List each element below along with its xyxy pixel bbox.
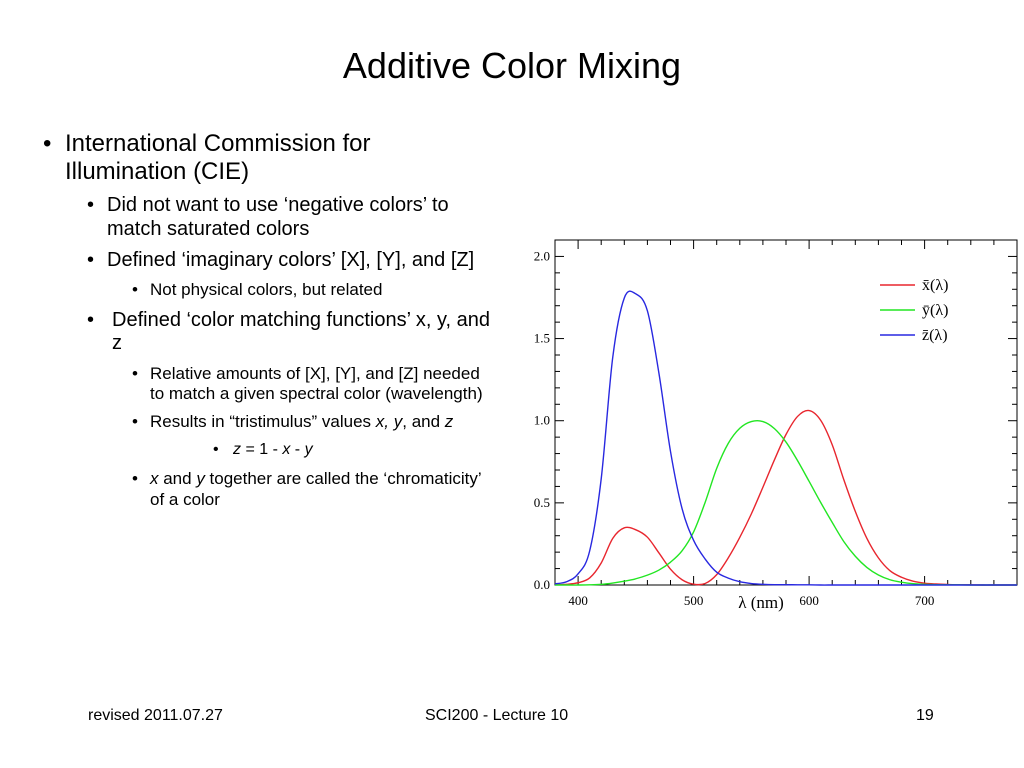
var-z: z [233, 440, 241, 458]
tick-labels: 400 500 600 700 0.0 0.5 1.0 1.5 2.0 [534, 248, 935, 608]
legend-label-x-bar: x̄(λ) [922, 277, 948, 294]
x-tick-label: 700 [915, 593, 935, 608]
bullet-text: and [158, 469, 197, 489]
bullet-marker: • [132, 363, 138, 383]
bullet-cie: • International Commission for Illuminat… [40, 130, 490, 186]
bullet-text: Did not want to use ‘negative colors’ to… [107, 194, 449, 240]
y-tick-label: 2.0 [534, 248, 550, 263]
var-x: x [282, 440, 291, 458]
bullet-marker: • [43, 130, 52, 157]
bullet-marker: • [132, 412, 138, 432]
var-x: x [150, 469, 159, 489]
bullet-chromaticity: • x and y together are called the ‘chrom… [40, 469, 490, 510]
legend-label-z-bar: z̄(λ) [922, 327, 948, 344]
bullet-equation: • z = 1 - x - y [40, 441, 490, 460]
bullet-marker: • [213, 440, 219, 458]
bullet-text: together are called the ‘chromaticity’ o… [150, 469, 482, 509]
bullet-marker: • [87, 248, 95, 271]
x-tick-label: 400 [568, 593, 588, 608]
bullet-text: International Commission for Illuminatio… [65, 130, 371, 186]
var-y: y [304, 440, 313, 458]
y-tick-label: 1.0 [534, 413, 550, 428]
equation-text: - [290, 440, 305, 458]
var-z: z [444, 412, 454, 432]
bullet-text: Defined ‘imaginary colors’ [X], [Y], and… [107, 248, 475, 271]
bullet-text: Not physical colors, but related [150, 280, 383, 300]
x-axis-label: λ (nm) [738, 593, 784, 612]
y-tick-label: 0.0 [534, 577, 550, 592]
bullet-text: , and [402, 412, 445, 432]
var-y: y [393, 412, 403, 432]
footer-course: SCI200 - Lecture 10 [425, 707, 569, 724]
bullet-marker: • [132, 469, 138, 489]
x-tick-label: 500 [684, 593, 704, 608]
bullet-negative-colors: • Did not want to use ‘negative colors’ … [40, 194, 490, 241]
slide-title: Additive Color Mixing [342, 45, 682, 86]
series-line-z-bar [554, 290, 1017, 586]
bullet-imaginary-colors: • Defined ‘imaginary colors’ [X], [Y], a… [40, 249, 490, 272]
var-y: y [196, 469, 205, 489]
bullet-marker: • [87, 194, 95, 217]
x-tick-label: 600 [799, 593, 819, 608]
bullet-relative-amounts: • Relative amounts of [X], [Y], and [Z] … [40, 364, 490, 405]
var-x: x, [375, 412, 390, 432]
bullet-list: • International Commission for Illuminat… [40, 130, 490, 518]
bullet-marker: • [132, 280, 138, 300]
bullet-matching-functions: • Defined ‘color matching functions’ x, … [40, 309, 490, 356]
y-tick-label: 0.5 [534, 495, 550, 510]
bullet-tristimulus: • Results in “tristimulus” values x, y, … [40, 412, 490, 432]
footer-page-number: 19 [916, 707, 934, 724]
y-tick-label: 1.5 [534, 331, 550, 346]
equation-text: = 1 - [241, 440, 283, 458]
bullet-marker: • [87, 308, 95, 331]
series-line-y-bar [555, 419, 1017, 586]
color-matching-chart: 400 500 600 700 0.0 0.5 1.0 1.5 2.0 x̄(λ) ȳ(λ) z̄… [534, 239, 1018, 612]
footer-revision: revised 2011.07.27 [88, 707, 223, 724]
series-line-x-bar [554, 409, 1017, 586]
legend: x̄(λ) ȳ(λ) z̄(λ) [880, 277, 948, 344]
bullet-not-physical: • Not physical colors, but related [40, 280, 490, 300]
bullet-text: Results in “tristimulus” values [150, 412, 376, 432]
bullet-text: Relative amounts of [X], [Y], and [Z] ne… [150, 363, 483, 403]
data-series [554, 290, 1017, 586]
legend-label-y-bar: ȳ(λ) [922, 302, 948, 319]
bullet-text: Defined ‘color matching functions’ x, y,… [112, 308, 490, 355]
